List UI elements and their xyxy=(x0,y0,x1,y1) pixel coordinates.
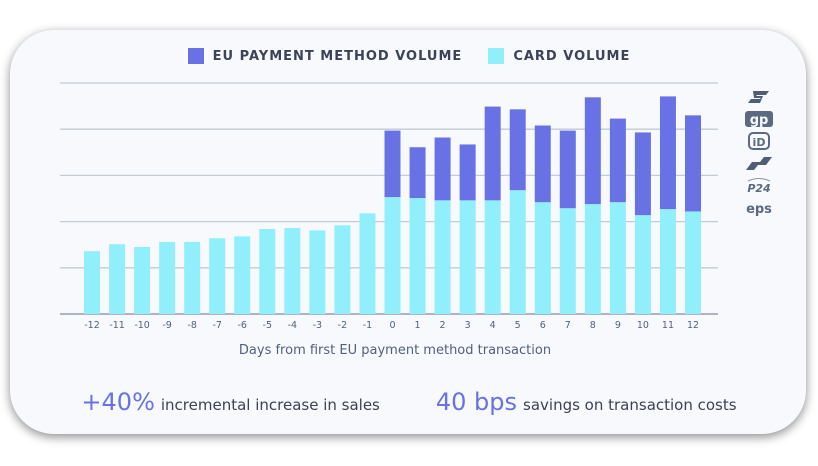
x-tick-label: -2 xyxy=(338,320,347,331)
x-tick-label: -1 xyxy=(363,320,372,331)
x-tick-label: 3 xyxy=(465,320,471,331)
x-tick-label: 9 xyxy=(615,320,621,331)
bar-eu-volume xyxy=(609,118,626,203)
legend-label-eu: EU PAYMENT METHOD VOLUME xyxy=(212,48,463,64)
legend-swatch-card xyxy=(488,48,505,64)
payment-logos: gp iD P24 eps xyxy=(742,88,776,217)
legend-item-eu: EU PAYMENT METHOD VOLUME xyxy=(187,48,463,64)
x-tick-label: -6 xyxy=(238,320,247,331)
bar-card-volume xyxy=(309,230,326,314)
x-tick-label: 5 xyxy=(515,320,521,331)
x-tick-label: 12 xyxy=(687,320,699,331)
bar-card-volume xyxy=(584,204,601,314)
bar-card-volume xyxy=(84,251,100,314)
svg-text:eps: eps xyxy=(746,202,772,216)
p24-logo: P24 xyxy=(744,176,774,195)
x-tick-label: -11 xyxy=(109,320,125,331)
stat-sales: +40% incremental increase in sales xyxy=(81,388,379,416)
x-tick-label: 0 xyxy=(389,320,395,331)
bar-eu-volume xyxy=(534,125,551,203)
bar-card-volume xyxy=(409,198,426,314)
legend-label-card: CARD VOLUME xyxy=(513,48,631,64)
bar-card-volume xyxy=(634,215,651,314)
bar-card-volume xyxy=(484,200,501,314)
bar-card-volume xyxy=(559,208,576,314)
bar-eu-volume xyxy=(559,130,576,209)
bar-card-volume xyxy=(234,236,251,314)
sofort-logo xyxy=(747,88,771,106)
eps-logo: eps xyxy=(744,198,774,217)
x-tick-label: -12 xyxy=(84,320,100,331)
x-tick-label: -7 xyxy=(212,320,221,331)
bancontact-logo xyxy=(744,154,774,172)
bar-card-volume xyxy=(384,197,401,314)
legend-swatch-eu xyxy=(187,48,204,64)
x-tick-label: 6 xyxy=(540,320,546,331)
bar-eu-volume xyxy=(409,147,426,199)
giropay-logo: gp xyxy=(745,110,773,128)
stat-costs-value: 40 bps xyxy=(435,388,518,416)
stats-row: +40% incremental increase in sales 40 bp… xyxy=(0,388,818,416)
bar-card-volume xyxy=(259,228,276,314)
stat-costs: 40 bps savings on transaction costs xyxy=(436,388,737,416)
bar-card-volume xyxy=(434,200,451,314)
x-tick-label: 10 xyxy=(637,320,649,331)
bar-eu-volume xyxy=(484,106,501,201)
bar-eu-volume xyxy=(509,109,526,191)
x-tick-label: 2 xyxy=(440,320,446,331)
x-tick-label: -3 xyxy=(313,320,322,331)
bar-card-volume xyxy=(509,190,526,314)
bar-card-volume xyxy=(659,209,676,314)
bar-card-volume xyxy=(134,247,151,314)
x-tick-label: 7 xyxy=(565,320,571,331)
bar-card-volume xyxy=(534,202,551,314)
bar-card-volume xyxy=(459,200,476,314)
bar-eu-volume xyxy=(584,97,601,205)
ideal-logo: iD xyxy=(748,132,770,150)
x-tick-label: 1 xyxy=(415,320,421,331)
bar-card-volume xyxy=(685,211,701,314)
legend: EU PAYMENT METHOD VOLUME CARD VOLUME xyxy=(0,48,818,64)
x-tick-label: 11 xyxy=(662,320,674,331)
bar-card-volume xyxy=(284,228,301,314)
bar-card-volume xyxy=(359,213,376,314)
legend-item-card: CARD VOLUME xyxy=(488,48,630,64)
bar-eu-volume xyxy=(685,115,701,212)
bar-card-volume xyxy=(159,241,176,314)
bar-card-volume xyxy=(609,202,626,314)
x-tick-label: 8 xyxy=(590,320,596,331)
stat-costs-text: savings on transaction costs xyxy=(523,396,737,414)
x-tick-label: -10 xyxy=(134,320,150,331)
bar-eu-volume xyxy=(384,130,401,198)
svg-text:iD: iD xyxy=(753,136,766,149)
stat-sales-value: +40% xyxy=(81,388,155,416)
bar-eu-volume xyxy=(634,132,651,216)
bar-card-volume xyxy=(334,225,351,314)
bar-card-volume xyxy=(184,241,201,314)
x-tick-label: -9 xyxy=(162,320,171,331)
bar-eu-volume xyxy=(659,96,676,210)
stat-sales-text: incremental increase in sales xyxy=(160,396,380,414)
svg-text:gp: gp xyxy=(750,113,769,128)
bar-card-volume xyxy=(209,238,226,314)
x-axis-label: Days from first EU payment method transa… xyxy=(238,343,552,358)
bar-eu-volume xyxy=(459,144,476,201)
x-tick-label: -5 xyxy=(263,320,272,331)
x-tick-label: -8 xyxy=(187,320,196,331)
svg-text:P24: P24 xyxy=(747,182,770,194)
x-tick-label: -4 xyxy=(288,320,297,331)
bar-card-volume xyxy=(109,244,126,314)
x-tick-label: 4 xyxy=(490,320,496,331)
bar-eu-volume xyxy=(434,137,451,201)
